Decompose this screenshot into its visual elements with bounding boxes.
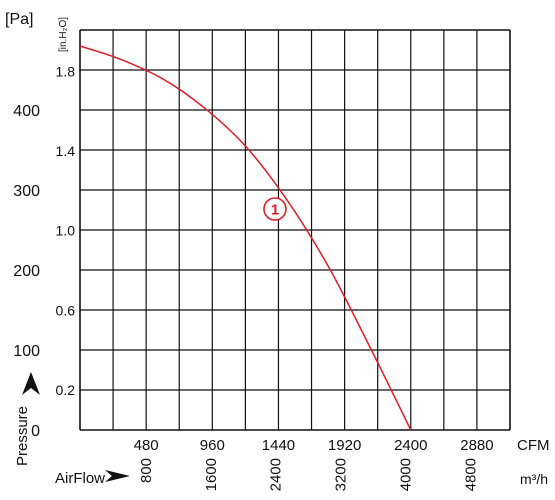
series-line-1 [79,45,412,431]
pressure-arrow-icon [22,372,40,395]
x-tick-label-m3h: 4000 [397,458,414,491]
x-tick-label-cfm: 2400 [394,437,427,454]
x-tick-label-cfm: 480 [134,437,159,454]
y-tick-label-pa: 100 [13,343,40,360]
x-unit-m3h: m³/h [520,471,548,487]
y-tick-label-inh2o: 1.4 [56,143,76,159]
x-tick-label-m3h: 800 [138,458,155,483]
x-tick-label-cfm: 2880 [460,437,493,454]
x-tick-label-cfm: 960 [200,437,225,454]
x-tick-label-m3h: 1600 [203,458,220,491]
tick-labels: 0 100 200 300 400 0.2 0.6 1.0 1.4 1.8 480 960 1440 19… [13,63,493,491]
y-tick-label-inh2o: 0.6 [56,302,76,318]
airflow-axis-label: AirFlow [55,470,105,487]
x-tick-label-cfm: 1440 [262,437,295,454]
curve-layer: 1 [79,45,412,431]
y-tick-label-pa: 200 [13,263,40,280]
curve-marker-label: 1 [271,202,279,219]
y-unit-inh2o: [in.H₂O] [58,17,69,52]
x-tick-label-m3h: 2400 [268,458,285,491]
y-tick-label-pa: 400 [13,103,40,120]
y-tick-label-inh2o: 0.2 [56,382,76,398]
x-tick-label-m3h: 3200 [333,458,350,491]
y-tick-label-pa: 0 [31,423,40,440]
y-tick-label-inh2o: 1.0 [56,223,76,239]
x-unit-cfm: CFM [517,437,550,454]
airflow-arrow-icon [105,470,130,482]
y-tick-label-pa: 300 [13,183,40,200]
x-tick-label-cfm: 1920 [328,437,361,454]
y-unit-pa: [Pa] [5,11,33,28]
plot-grid [79,29,511,431]
pressure-axis-label: Pressure [14,406,31,466]
y-tick-label-inh2o: 1.8 [56,63,76,79]
x-tick-label-m3h: 4800 [462,458,479,491]
curve-marker-circle [263,197,287,221]
